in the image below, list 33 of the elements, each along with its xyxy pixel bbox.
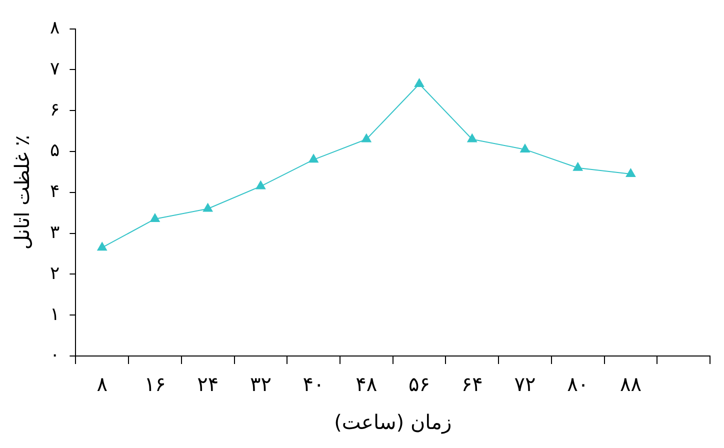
- x-tick-label: ۸۰: [567, 372, 589, 396]
- y-tick-label: ۳: [50, 222, 60, 243]
- point: [202, 202, 214, 212]
- x-tick-label: ۶۴: [461, 372, 483, 396]
- point: [414, 78, 424, 88]
- x-tick-label: ۴۸: [356, 372, 378, 396]
- y-tick-label: ۷: [50, 58, 60, 80]
- point: [96, 242, 108, 251]
- x-tick-label: ۷۲: [514, 372, 536, 396]
- point: [466, 133, 478, 142]
- y-axis-title: غلظت اتانل ٪: [10, 135, 34, 250]
- x-tick-label: ۲۴: [197, 372, 219, 396]
- point: [520, 143, 530, 152]
- y-tick-label: ۵: [50, 140, 60, 162]
- point: [308, 154, 319, 163]
- point: [626, 168, 636, 177]
- point: [255, 180, 266, 190]
- x-axis-title: زمان (ساعت): [334, 410, 452, 434]
- y-tick-label: ۴: [50, 181, 60, 202]
- y-tick-label: ۶: [50, 99, 60, 120]
- x-tick-label: ۸: [96, 372, 108, 396]
- x-tick-label: ۱۶: [144, 372, 166, 396]
- y-tick-label: ۸: [50, 17, 60, 38]
- point: [150, 212, 160, 222]
- y-tick-label: ۲: [50, 262, 60, 284]
- y-tick-label: ۱: [50, 304, 60, 325]
- x-tick-label: ۴۰: [302, 372, 324, 396]
- point: [572, 162, 584, 171]
- point: [361, 133, 372, 142]
- y-tick-label: ۰: [50, 344, 60, 366]
- x-tick-label: ۳۲: [250, 372, 272, 396]
- x-tick-label: ۸۸: [620, 372, 642, 396]
- x-tick-label: ۵۶: [408, 372, 430, 396]
